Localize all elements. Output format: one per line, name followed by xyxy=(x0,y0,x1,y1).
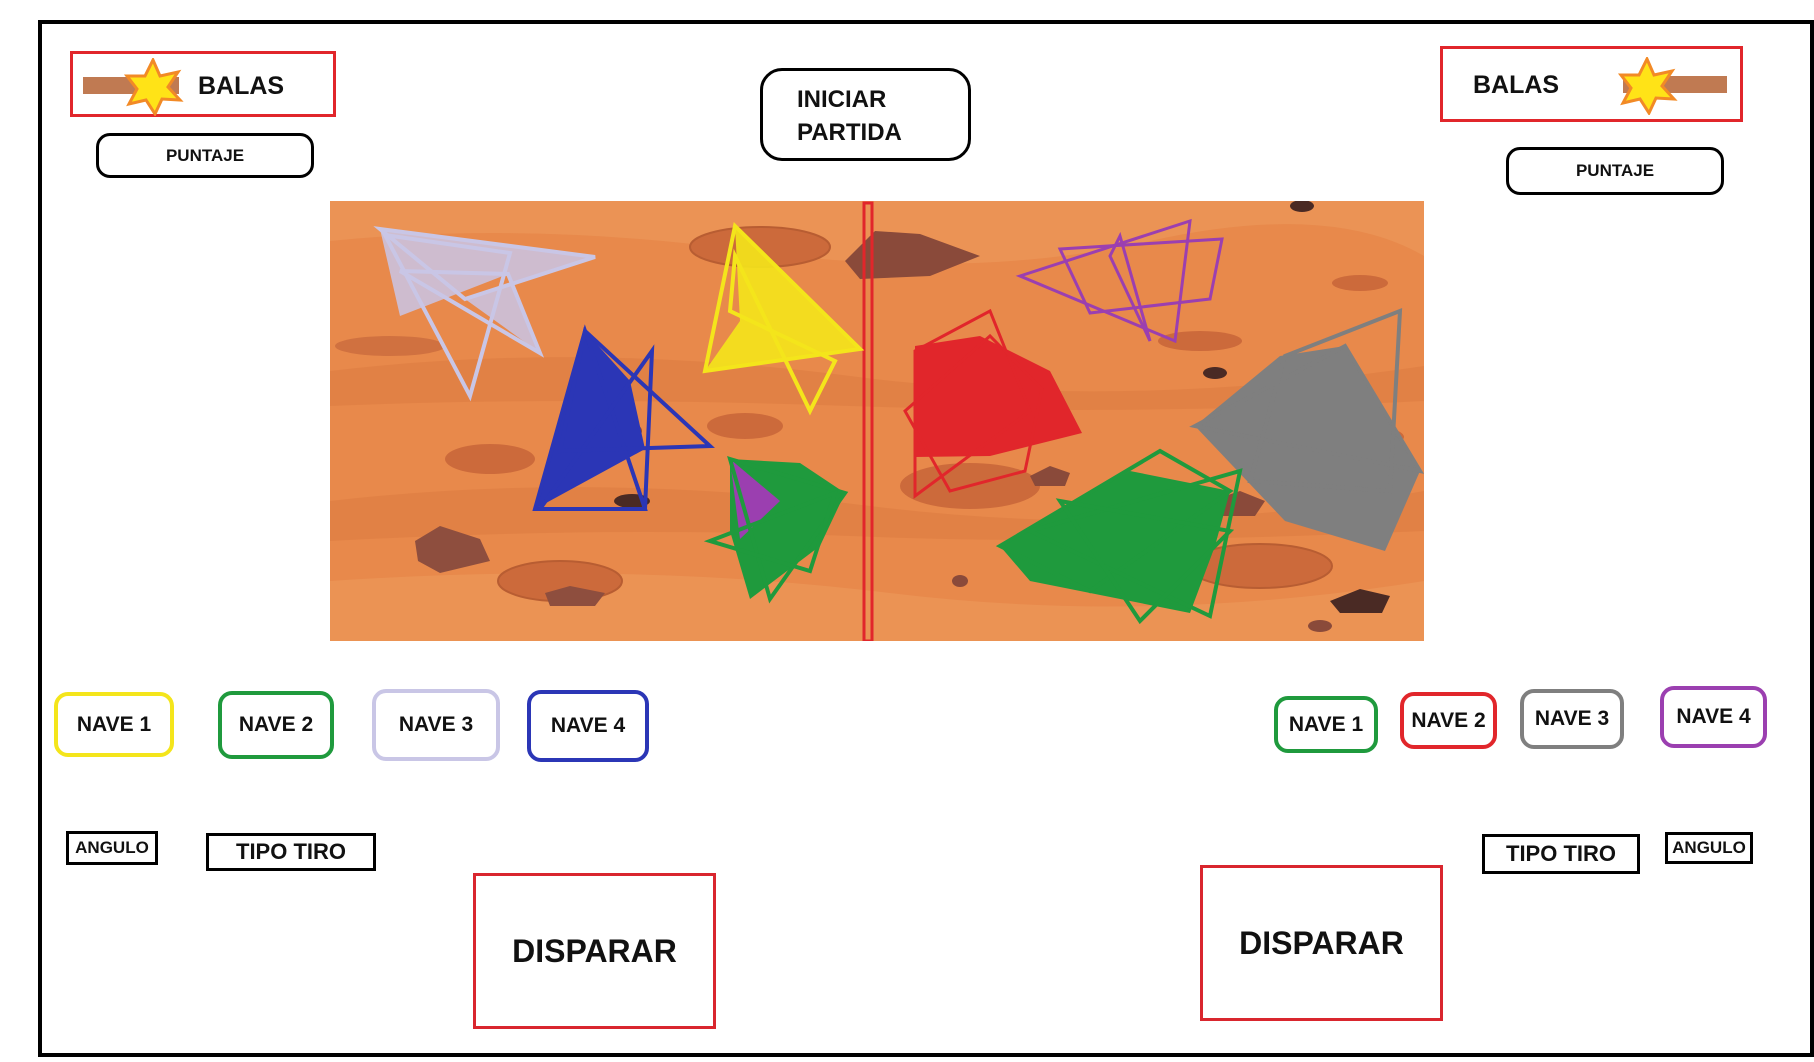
ship-right-1[interactable] xyxy=(995,448,1243,625)
game-frame xyxy=(38,20,1814,1057)
right-tipo-tiro-selector[interactable]: TIPO TIRO xyxy=(1482,834,1640,874)
right-nave-1-button[interactable]: NAVE 1 xyxy=(1274,696,1378,753)
left-puntaje-display: PUNTAJE xyxy=(96,133,314,178)
start-game-line2: PARTIDA xyxy=(797,119,902,146)
right-nave-3-button[interactable]: NAVE 3 xyxy=(1520,689,1624,749)
ship-left-4[interactable] xyxy=(532,324,715,511)
left-nave-3-button[interactable]: NAVE 3 xyxy=(372,689,500,761)
left-balas-label: BALAS xyxy=(198,72,285,100)
ship-right-3[interactable] xyxy=(1189,308,1424,551)
left-balas-panel: BALAS xyxy=(70,51,336,117)
ship-left-1[interactable] xyxy=(702,221,865,416)
right-nave-2-button[interactable]: NAVE 2 xyxy=(1400,692,1497,749)
ship-left-3[interactable] xyxy=(373,226,596,402)
left-tipo-tiro-selector[interactable]: TIPO TIRO xyxy=(206,833,376,871)
start-game-button[interactable]: INICIAR PARTIDA xyxy=(760,68,971,161)
right-balas-label: BALAS xyxy=(1473,71,1560,99)
left-nave-4-button[interactable]: NAVE 4 xyxy=(527,690,649,762)
left-disparar-button[interactable]: DISPARAR xyxy=(473,873,716,1029)
left-nave-2-button[interactable]: NAVE 2 xyxy=(218,691,334,759)
start-game-line1: INICIAR xyxy=(797,86,887,113)
left-nave-1-button[interactable]: NAVE 1 xyxy=(54,692,174,757)
right-puntaje-display: PUNTAJE xyxy=(1506,147,1724,195)
battlefield[interactable] xyxy=(330,201,1424,641)
ship-right-4[interactable] xyxy=(1015,218,1224,344)
ship-right-2[interactable] xyxy=(903,308,1082,499)
left-angulo-input[interactable]: ANGULO xyxy=(66,831,158,865)
right-nave-4-button[interactable]: NAVE 4 xyxy=(1660,686,1767,748)
ship-left-2[interactable] xyxy=(703,456,849,604)
bullet-icon xyxy=(83,58,184,116)
bullet-icon xyxy=(1617,57,1727,115)
right-balas-panel: BALAS xyxy=(1440,46,1743,122)
right-angulo-input[interactable]: ANGULO xyxy=(1665,832,1753,864)
right-disparar-button[interactable]: DISPARAR xyxy=(1200,865,1443,1021)
